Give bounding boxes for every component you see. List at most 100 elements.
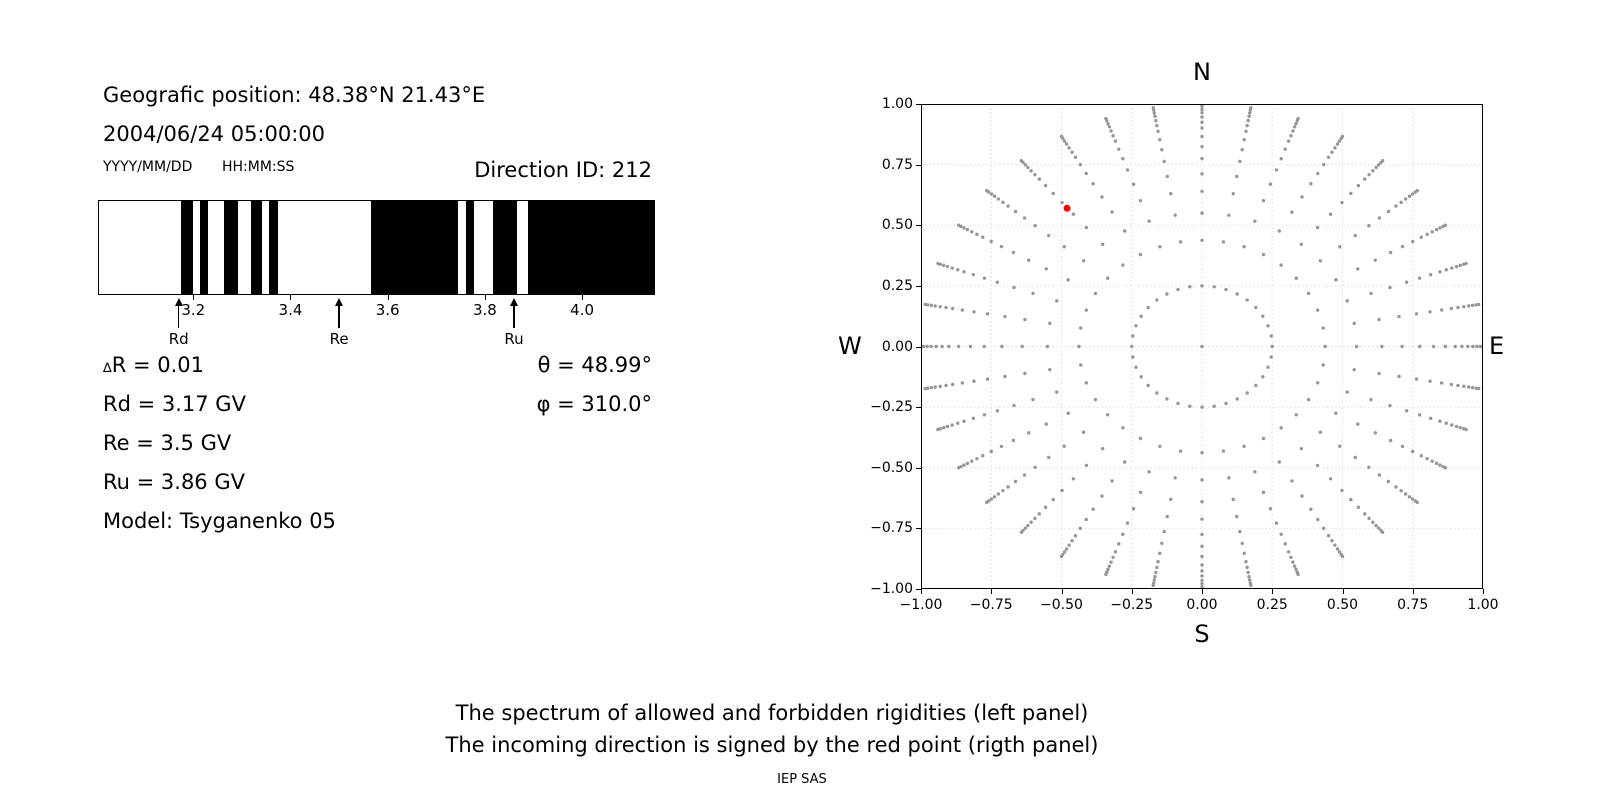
direction-grid-dot: [1323, 344, 1327, 349]
cutoff-arrow-rd: [174, 298, 183, 328]
direction-grid-dot: [959, 224, 963, 229]
direction-grid-dot: [1454, 264, 1459, 269]
direction-grid-dot: [1242, 444, 1246, 449]
direction-grid-dot: [962, 270, 966, 274]
direction-grid-dot: [1294, 413, 1298, 417]
direction-grid-dot: [1431, 344, 1436, 349]
direction-grid-dot: [1048, 321, 1052, 326]
direction-grid-dot: [1031, 397, 1035, 402]
direction-grid-dot: [1200, 578, 1204, 582]
direction-grid-dot: [1248, 581, 1253, 585]
direction-scatter-panel: [919, 102, 1485, 591]
direction-grid-dot: [1200, 574, 1204, 578]
direction-grid-dot: [1321, 526, 1326, 531]
direction-grid-dot: [1138, 198, 1143, 203]
direction-grid-dot: [1376, 163, 1381, 167]
direction-grid-dot: [1397, 314, 1401, 319]
direction-grid-dot: [1224, 287, 1228, 292]
direction-grid-dot: [1269, 334, 1273, 338]
direction-grid-dot: [1374, 165, 1378, 170]
direction-grid-dot: [1279, 157, 1283, 161]
direction-grid-dot: [1113, 550, 1118, 554]
direction-grid-dot: [1006, 204, 1010, 208]
direction-grid-dot: [933, 304, 937, 308]
direction-grid-dot: [1441, 224, 1445, 229]
direction-grid-dot: [1444, 421, 1448, 425]
direction-grid-dot: [1021, 160, 1025, 165]
direction-grid-dot: [1084, 463, 1089, 468]
direction-grid-dot: [1254, 383, 1258, 388]
direction-grid-dot: [1334, 411, 1338, 415]
direction-grid-dot: [1270, 344, 1274, 349]
direction-grid-dot: [956, 344, 961, 349]
direction-grid-dot: [1200, 115, 1204, 119]
direction-grid-dot: [1290, 210, 1294, 214]
direction-grid-dot: [1055, 299, 1059, 303]
direction-grid-dot: [1121, 157, 1125, 161]
direction-grid-dot: [1295, 118, 1299, 123]
direction-grid-dot: [1428, 272, 1433, 277]
direction-grid-dot: [1467, 385, 1471, 389]
direction-grid-dot: [1379, 160, 1383, 165]
y-axis-tick: [916, 164, 921, 166]
direction-grid-dot: [971, 416, 976, 421]
direction-grid-dot: [1061, 136, 1065, 141]
direction-grid-dot: [1471, 344, 1475, 349]
direction-grid-dot: [1100, 242, 1105, 247]
direction-grid-dot: [999, 244, 1004, 249]
direction-grid-dot: [1356, 183, 1361, 188]
direction-grid-dot: [1023, 371, 1027, 376]
direction-grid-dot: [1022, 473, 1027, 477]
y-axis-tick-label: 0.00: [881, 338, 913, 355]
y-axis-tick-label: 1.00: [881, 96, 913, 112]
direction-grid-dot: [1450, 266, 1454, 270]
direction-grid-dot: [1478, 344, 1483, 349]
direction-grid-dot: [1200, 517, 1204, 521]
direction-grid-dot: [1066, 278, 1070, 282]
direction-grid-dot: [1417, 413, 1422, 417]
direction-grid-dot: [1200, 451, 1204, 455]
allowed-rigidity-band: [492, 201, 518, 294]
direction-grid-dot: [1475, 344, 1479, 349]
direction-grid-dot: [1335, 547, 1340, 551]
direction-grid-dot: [1062, 139, 1067, 143]
direction-grid-dot: [972, 379, 976, 383]
rigidity-axis-tick-label: 3.2: [181, 301, 206, 319]
direction-grid-dot: [1376, 526, 1381, 530]
direction-grid-dot: [971, 272, 976, 277]
model-text: Model: Tsyganenko 05: [103, 509, 336, 533]
direction-grid-dot: [1200, 500, 1204, 504]
direction-grid-dot: [1367, 465, 1371, 470]
direction-grid-dot: [942, 263, 946, 268]
direction-grid-dot: [1425, 456, 1429, 461]
direction-grid-dot: [1165, 397, 1169, 401]
direction-grid-dot: [1413, 190, 1418, 194]
direction-grid-dot: [938, 304, 942, 309]
direction-grid-dot: [1439, 381, 1444, 385]
direction-grid-dot: [1386, 479, 1391, 484]
direction-grid-dot: [1106, 413, 1110, 417]
direction-grid-dot: [1377, 317, 1381, 322]
direction-grid-dot: [1176, 401, 1180, 406]
direction-grid-dot: [1430, 230, 1434, 234]
direction-grid-dot: [1071, 477, 1076, 481]
direction-grid-dot: [1371, 169, 1375, 173]
direction-grid-dot: [1227, 213, 1231, 217]
direction-grid-dot: [1044, 422, 1048, 426]
direction-grid-dot: [1458, 425, 1462, 430]
direction-grid-dot: [1349, 191, 1353, 196]
direction-grid-dot: [1200, 111, 1204, 115]
center-grid-dot: [1200, 344, 1204, 349]
direction-grid-dot: [1410, 192, 1415, 196]
direction-grid-dot: [1165, 292, 1169, 296]
rigidity-axis-tick: [484, 295, 486, 300]
direction-grid-dot: [995, 409, 1000, 413]
compass-west-label: W: [838, 332, 862, 360]
direction-grid-dot: [1373, 431, 1377, 435]
direction-grid-dot: [1411, 239, 1415, 244]
direction-grid-dot: [1221, 240, 1226, 244]
direction-grid-dot: [1106, 567, 1110, 572]
direction-grid-dot: [1105, 118, 1109, 123]
direction-grid-dot: [982, 413, 987, 417]
direction-grid-dot: [1131, 334, 1135, 338]
